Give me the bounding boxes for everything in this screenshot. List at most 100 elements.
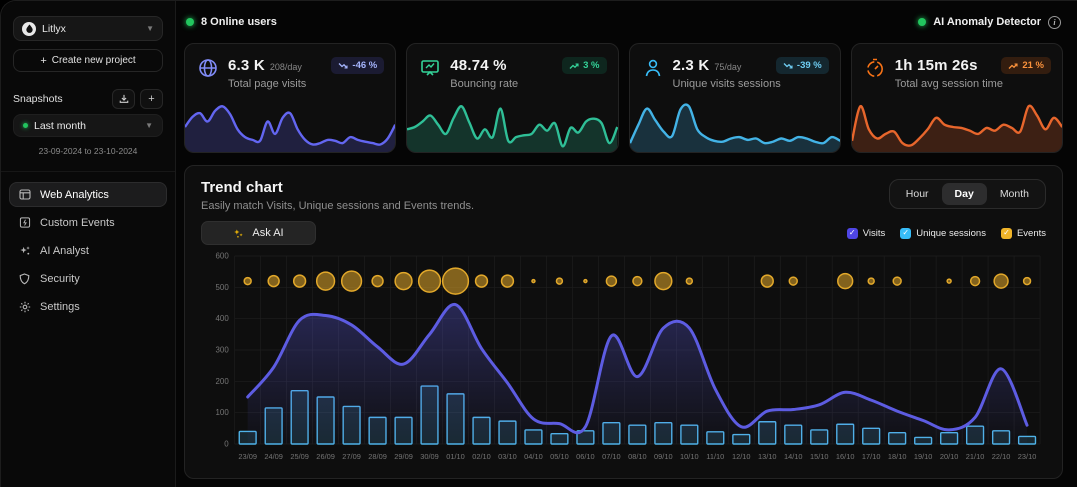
- x-tick-label: 23/10: [1018, 452, 1037, 461]
- trend-chart-panel: Trend chart Easily match Visits, Unique …: [184, 165, 1063, 479]
- x-tick-label: 11/10: [706, 452, 724, 461]
- presentation-chart-icon: [419, 57, 441, 79]
- sessions-sparkline: [630, 100, 840, 152]
- sidebar-item-custom-events[interactable]: Custom Events: [9, 210, 167, 235]
- stat-rate: 208/day: [270, 62, 302, 72]
- tab-hour[interactable]: Hour: [893, 183, 942, 205]
- stat-card-unique-sessions: 2.3 K 75/day Unique visits sessions -39 …: [629, 43, 841, 153]
- events-bubble: [838, 274, 853, 289]
- events-bubble: [584, 280, 587, 283]
- x-tick-label: 17/10: [862, 452, 881, 461]
- snapshot-status-dot: [23, 123, 28, 128]
- stat-value: 6.3 K: [228, 57, 265, 74]
- events-bubble: [294, 275, 306, 287]
- info-icon[interactable]: i: [1048, 16, 1061, 29]
- anomaly-status-dot: [918, 18, 926, 26]
- tab-month[interactable]: Month: [987, 183, 1042, 205]
- unique-sessions-checkbox[interactable]: ✓: [900, 228, 911, 239]
- x-tick-label: 02/10: [472, 452, 491, 461]
- x-tick-label: 09/10: [654, 452, 673, 461]
- sidebar: Litlyx ▼ + Create new project Snapshots …: [1, 1, 176, 487]
- x-tick-label: 21/10: [966, 452, 985, 461]
- events-bubble: [372, 276, 383, 287]
- sidebar-item-settings[interactable]: Settings: [9, 294, 167, 319]
- x-tick-label: 27/09: [342, 452, 361, 461]
- sidebar-item-label: Settings: [40, 301, 80, 313]
- events-bubble: [994, 274, 1008, 288]
- y-tick-label: 300: [216, 345, 230, 354]
- trend-down-icon: [783, 62, 793, 70]
- x-tick-label: 08/10: [628, 452, 647, 461]
- sidebar-divider: [1, 171, 175, 172]
- events-bubble: [633, 277, 642, 286]
- x-tick-label: 01/10: [446, 452, 465, 461]
- range-segmented-control: Hour Day Month: [889, 179, 1046, 209]
- events-bubble: [268, 276, 279, 287]
- stat-card-bouncing-rate: 48.74 % Bouncing rate 3 %: [406, 43, 618, 153]
- timer-icon: [864, 57, 886, 79]
- x-tick-label: 28/09: [368, 452, 387, 461]
- download-icon: [119, 94, 129, 104]
- add-snapshot-button[interactable]: +: [140, 89, 163, 109]
- stat-label: Total avg session time: [895, 78, 1003, 90]
- tab-day[interactable]: Day: [942, 183, 987, 205]
- online-status-dot: [186, 18, 194, 26]
- x-tick-label: 06/10: [576, 452, 595, 461]
- x-tick-label: 19/10: [914, 452, 933, 461]
- snapshot-range-selector[interactable]: Last month ▼: [13, 114, 163, 137]
- events-bubble: [606, 276, 616, 286]
- events-bubble: [971, 277, 980, 286]
- user-icon: [642, 57, 664, 79]
- sidebar-item-web-analytics[interactable]: Web Analytics: [9, 182, 167, 207]
- x-tick-label: 29/09: [394, 452, 413, 461]
- plus-icon: +: [40, 55, 46, 67]
- browser-window-icon: [18, 189, 31, 200]
- events-bubble: [868, 278, 874, 284]
- stat-card-total-page-visits: 6.3 K 208/day Total page visits -46 %: [184, 43, 396, 153]
- shield-icon: [18, 273, 31, 285]
- x-tick-label: 13/10: [758, 452, 777, 461]
- chevron-down-icon: ▼: [146, 24, 154, 33]
- ask-ai-button[interactable]: Ask AI: [201, 221, 316, 245]
- avg-session-time-sparkline-fill: [852, 106, 1062, 152]
- events-bubble: [947, 279, 951, 283]
- sidebar-item-ai-analyst[interactable]: AI Analyst: [9, 238, 167, 263]
- bolt-square-icon: [18, 217, 31, 228]
- events-bubble: [395, 273, 412, 290]
- stat-value: 1h 15m 26s: [895, 57, 978, 74]
- chevron-down-icon: ▼: [145, 121, 153, 130]
- export-snapshot-button[interactable]: [112, 89, 135, 109]
- sidebar-nav: Web Analytics Custom Events AI Analyst S…: [1, 182, 175, 319]
- project-selector[interactable]: Litlyx ▼: [13, 16, 163, 41]
- events-bubble: [244, 278, 251, 285]
- x-tick-label: 16/10: [836, 452, 855, 461]
- project-name: Litlyx: [42, 23, 66, 35]
- snapshot-selected-label: Last month: [34, 120, 86, 132]
- y-tick-label: 0: [224, 439, 229, 448]
- trend-title: Trend chart: [201, 179, 474, 196]
- events-bubble: [761, 275, 773, 287]
- events-bubble: [789, 277, 797, 285]
- chart-legend: ✓ Visits ✓ Unique sessions ✓ Events: [847, 228, 1046, 239]
- x-tick-label: 25/09: [290, 452, 309, 461]
- stat-trend-badge: 3 %: [562, 57, 606, 74]
- trend-subtitle: Easily match Visits, Unique sessions and…: [201, 200, 474, 212]
- sidebar-item-security[interactable]: Security: [9, 266, 167, 291]
- x-tick-label: 20/10: [940, 452, 959, 461]
- x-tick-label: 07/10: [602, 452, 621, 461]
- legend-events[interactable]: ✓ Events: [1001, 228, 1046, 239]
- x-tick-label: 10/10: [680, 452, 699, 461]
- legend-visits[interactable]: ✓ Visits: [847, 228, 886, 239]
- create-project-label: Create new project: [52, 55, 136, 66]
- legend-unique-sessions[interactable]: ✓ Unique sessions: [900, 228, 986, 239]
- visits-checkbox[interactable]: ✓: [847, 228, 858, 239]
- anomaly-detector-label: AI Anomaly Detector: [933, 16, 1041, 28]
- events-checkbox[interactable]: ✓: [1001, 228, 1012, 239]
- time-sparkline: [852, 100, 1062, 152]
- events-bubble: [476, 275, 488, 287]
- stat-trend-badge: -46 %: [331, 57, 384, 74]
- globe-icon: [197, 57, 219, 79]
- events-bubble: [317, 272, 335, 290]
- snapshot-date-range: 23-09-2024 to 23-10-2024: [1, 146, 175, 156]
- create-project-button[interactable]: + Create new project: [13, 49, 163, 72]
